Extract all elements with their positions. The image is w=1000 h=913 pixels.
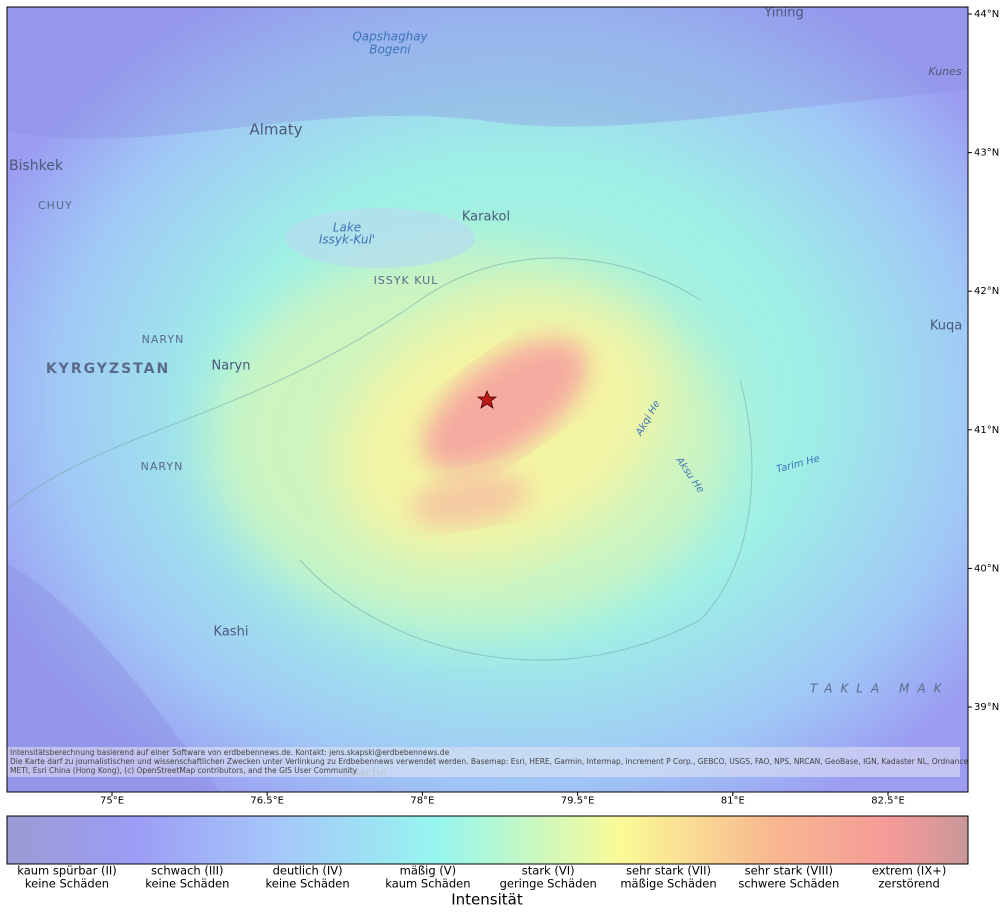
colorbar-label: mäßige Schäden bbox=[620, 877, 716, 891]
colorbar-label: keine Schäden bbox=[266, 877, 350, 891]
mountains bbox=[7, 563, 220, 792]
intensity-zone bbox=[423, 339, 587, 471]
colorbar bbox=[6, 815, 969, 865]
colorbar-label: keine Schäden bbox=[25, 877, 109, 891]
place-label: Kuqa bbox=[930, 319, 962, 334]
place-label: Yining bbox=[763, 6, 803, 21]
place-label: KYRGYZSTAN bbox=[46, 361, 170, 377]
place-label: Kashi bbox=[214, 625, 249, 640]
colorbar-label: sehr stark (VIII) bbox=[745, 864, 833, 878]
lon-tick-label: 78°E bbox=[410, 795, 434, 806]
colorbar-title: Intensität bbox=[451, 891, 523, 909]
colorbar-label: schwere Schäden bbox=[738, 877, 839, 891]
colorbar-label: deutlich (IV) bbox=[273, 864, 343, 878]
lat-tick-label: 39°N bbox=[974, 702, 999, 713]
lon-tick-label: 82.5°E bbox=[871, 795, 905, 806]
colorbar-label: sehr stark (VII) bbox=[626, 864, 711, 878]
lat-tick-label: 44°N bbox=[974, 9, 999, 20]
place-label: NARYN bbox=[141, 460, 184, 473]
place-label: NARYN bbox=[142, 333, 185, 346]
colorbar-label: kaum spürbar (II) bbox=[17, 864, 116, 878]
place-label: Bishkek bbox=[9, 158, 64, 174]
lat-tick-label: 43°N bbox=[974, 148, 999, 159]
lon-tick-label: 81°E bbox=[721, 795, 745, 806]
mountains bbox=[7, 7, 968, 139]
place-label: Kunes bbox=[928, 65, 962, 78]
lat-tick-label: 42°N bbox=[974, 286, 999, 297]
place-label: Issyk-Kul' bbox=[319, 233, 375, 247]
attribution: Intensitätsberechnung basierend auf eine… bbox=[10, 748, 450, 757]
contour bbox=[299, 379, 753, 661]
intensity-zone bbox=[410, 473, 530, 527]
attribution: METI, Esri China (Hong Kong), (c) OpenSt… bbox=[10, 766, 358, 775]
lon-tick-label: 79.5°E bbox=[561, 795, 595, 806]
colorbar-label: stark (VI) bbox=[522, 864, 575, 878]
place-label: ISSYK KUL bbox=[374, 274, 439, 287]
lat-tick-label: 40°N bbox=[974, 563, 999, 574]
lake bbox=[285, 208, 475, 268]
lon-tick-label: 76.5°E bbox=[250, 795, 284, 806]
colorbar-label: keine Schäden bbox=[145, 877, 229, 891]
place-label: TAKLA MAK bbox=[810, 682, 949, 696]
place-label: Karakol bbox=[462, 210, 510, 225]
place-label: Bogeni bbox=[369, 43, 411, 57]
map-frame bbox=[6, 6, 969, 793]
place-label: Naryn bbox=[212, 359, 251, 374]
lon-tick-label: 75°E bbox=[100, 795, 124, 806]
colorbar-label: schwach (III) bbox=[151, 864, 223, 878]
place-label: Qapshaghay bbox=[352, 30, 428, 44]
contour bbox=[7, 257, 701, 511]
axis-ticks: 44°N 43°N 42°N 41°N 40°N 39°N 75°E 76.5°E 78°E 79… bbox=[100, 9, 999, 806]
colorbar-label: zerstörend bbox=[878, 877, 940, 891]
attribution-box bbox=[7, 747, 960, 777]
lat-tick-label: 41°N bbox=[974, 425, 999, 436]
attribution: Die Karte darf zu journalistischen und w… bbox=[10, 757, 1000, 766]
place-label: CHUY bbox=[38, 199, 73, 212]
place-label: Lake bbox=[333, 221, 361, 235]
epicenter bbox=[476, 389, 498, 409]
colorbar-label: extrem (IX+) bbox=[872, 864, 946, 878]
colorbar-label: kaum Schäden bbox=[385, 877, 470, 891]
map: Qapshaghay Bogeni Yining Almaty Bishkek … bbox=[7, 6, 1000, 792]
place-label: Almaty bbox=[250, 121, 303, 139]
colorbar-label: geringe Schäden bbox=[500, 877, 597, 891]
colorbar-label: mäßig (V) bbox=[400, 864, 456, 878]
